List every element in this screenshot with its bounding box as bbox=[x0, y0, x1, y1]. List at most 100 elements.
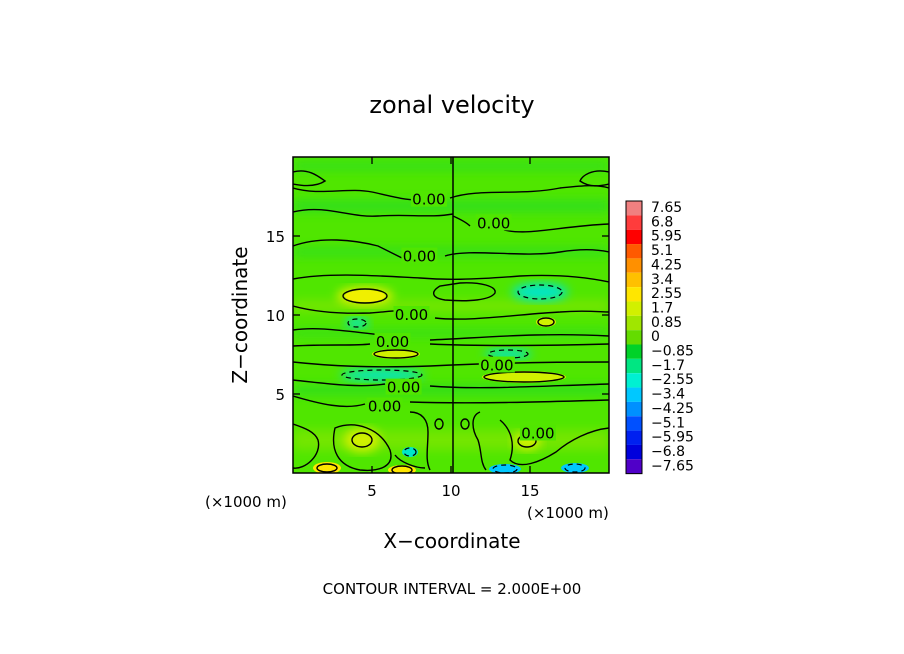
chart-title: zonal velocity bbox=[369, 91, 534, 119]
contour-line bbox=[293, 343, 371, 347]
contour-line bbox=[472, 411, 487, 471]
colorbar-label: 6.8 bbox=[651, 214, 673, 230]
colorbar-label: −6.8 bbox=[651, 444, 685, 460]
colorbar-label: 0 bbox=[651, 329, 660, 345]
contour-line bbox=[293, 239, 403, 259]
contour-line bbox=[449, 185, 609, 199]
colorbar-swatch bbox=[626, 344, 642, 359]
colorbar-swatch bbox=[626, 373, 642, 388]
contour-loop bbox=[460, 418, 470, 430]
positive-anomaly bbox=[482, 371, 566, 383]
negative-anomaly bbox=[340, 369, 424, 381]
contour-label-bg bbox=[385, 378, 422, 395]
contour-line bbox=[293, 170, 327, 187]
colorbar-swatch bbox=[626, 459, 642, 474]
colorbar-swatch bbox=[626, 315, 642, 331]
colorbar-label: −3.4 bbox=[651, 387, 685, 403]
contour-line bbox=[429, 333, 609, 341]
negative-contour-loop bbox=[517, 284, 563, 300]
positive-anomaly bbox=[345, 290, 385, 302]
colorbar-swatch bbox=[626, 387, 642, 402]
colorbar-label: −1.7 bbox=[651, 358, 685, 374]
contour-label: 0.00 bbox=[480, 357, 513, 375]
shade-band bbox=[293, 300, 609, 312]
colorbar-label: 4.25 bbox=[651, 257, 682, 273]
contour-line bbox=[433, 282, 496, 302]
contour-line bbox=[503, 223, 609, 233]
contour-label: 0.00 bbox=[368, 398, 401, 416]
contour-label-bg bbox=[374, 332, 411, 349]
colorbar-swatch bbox=[626, 444, 642, 460]
shade-band bbox=[293, 330, 609, 336]
y-tick-label: 5 bbox=[275, 386, 285, 404]
negative-contour-loop bbox=[492, 464, 518, 473]
positive-anomaly bbox=[372, 349, 420, 359]
negative-anomaly bbox=[484, 349, 532, 359]
contour-line bbox=[434, 310, 609, 320]
contour-loop bbox=[316, 463, 338, 473]
y-tick-label: 10 bbox=[266, 307, 285, 325]
contour-label-bg bbox=[401, 247, 438, 264]
contour-loop bbox=[483, 371, 565, 383]
shade-band bbox=[293, 200, 609, 212]
colorbar-frame bbox=[625, 200, 643, 475]
negative-contour-loop bbox=[403, 447, 417, 457]
colorbar-swatch bbox=[626, 416, 642, 431]
colorbar-label: −5.95 bbox=[651, 430, 694, 446]
contour-line bbox=[293, 361, 609, 368]
contour-line bbox=[293, 208, 454, 217]
contour-label: 0.00 bbox=[412, 191, 445, 209]
contour-line bbox=[333, 424, 392, 472]
colorbar-label: 3.4 bbox=[651, 272, 673, 288]
colorbar-label: −4.25 bbox=[651, 401, 694, 417]
contour-line bbox=[394, 454, 426, 469]
colorbar-label: −2.55 bbox=[651, 372, 694, 388]
x-axis-label: X−coordinate bbox=[383, 529, 520, 553]
contour-line bbox=[579, 170, 609, 187]
colorbar-label: −5.1 bbox=[651, 415, 685, 431]
contour-loop bbox=[391, 465, 413, 473]
colorbar-swatch bbox=[626, 229, 642, 245]
negative-contour-loop bbox=[564, 463, 586, 473]
x-unit-label-left: (×1000 m) bbox=[205, 493, 287, 511]
colorbar-swatch bbox=[626, 244, 642, 259]
colorbar-swatch bbox=[626, 272, 642, 288]
contour-label: 0.00 bbox=[395, 306, 428, 324]
shade-band bbox=[293, 248, 609, 256]
contour-line bbox=[293, 187, 419, 201]
colorbar: 7.656.85.955.14.253.42.551.70.850−0.85−1… bbox=[625, 200, 694, 475]
colorbar-label: −0.85 bbox=[651, 344, 694, 360]
plot-area: 0.000.000.000.000.000.000.000.000.00 bbox=[293, 157, 609, 473]
contour-interval-note: CONTOUR INTERVAL = 2.000E+00 bbox=[323, 580, 582, 598]
contour-line bbox=[452, 215, 471, 227]
contour-label-bg bbox=[478, 356, 515, 373]
shade-band bbox=[293, 162, 609, 170]
contour-labels: 0.000.000.000.000.000.000.000.000.00 bbox=[366, 190, 556, 443]
colorbar-label: 5.95 bbox=[651, 229, 682, 245]
colorbar-label: 1.7 bbox=[651, 300, 673, 316]
contour-line bbox=[293, 395, 366, 408]
colorbar-swatch bbox=[626, 215, 642, 230]
contour-label-bg bbox=[519, 424, 556, 441]
contour-line bbox=[429, 383, 609, 389]
contour-label: 0.00 bbox=[403, 248, 436, 266]
contour-label-bg bbox=[410, 190, 447, 207]
colorbar-label: −7.65 bbox=[651, 458, 694, 474]
contour-label: 0.00 bbox=[477, 214, 510, 232]
colorbar-label: 0.85 bbox=[651, 315, 682, 331]
contour-label-bg bbox=[475, 214, 512, 231]
colorbar-label: 2.55 bbox=[651, 286, 682, 302]
colorbar-swatch bbox=[626, 430, 642, 445]
contour-line bbox=[409, 411, 431, 471]
contour-loop bbox=[342, 288, 388, 304]
contour-line bbox=[499, 419, 609, 466]
colorbar-swatch bbox=[626, 401, 642, 417]
shade-band bbox=[293, 385, 609, 395]
negative-contour-loop bbox=[341, 369, 423, 381]
y-axis-label: Z−coordinate bbox=[228, 246, 252, 383]
colorbar-swatch bbox=[626, 287, 642, 302]
colorbar-swatch bbox=[626, 258, 642, 273]
colorbar-label: 5.1 bbox=[651, 243, 673, 259]
x-tick-label: 15 bbox=[520, 482, 539, 500]
